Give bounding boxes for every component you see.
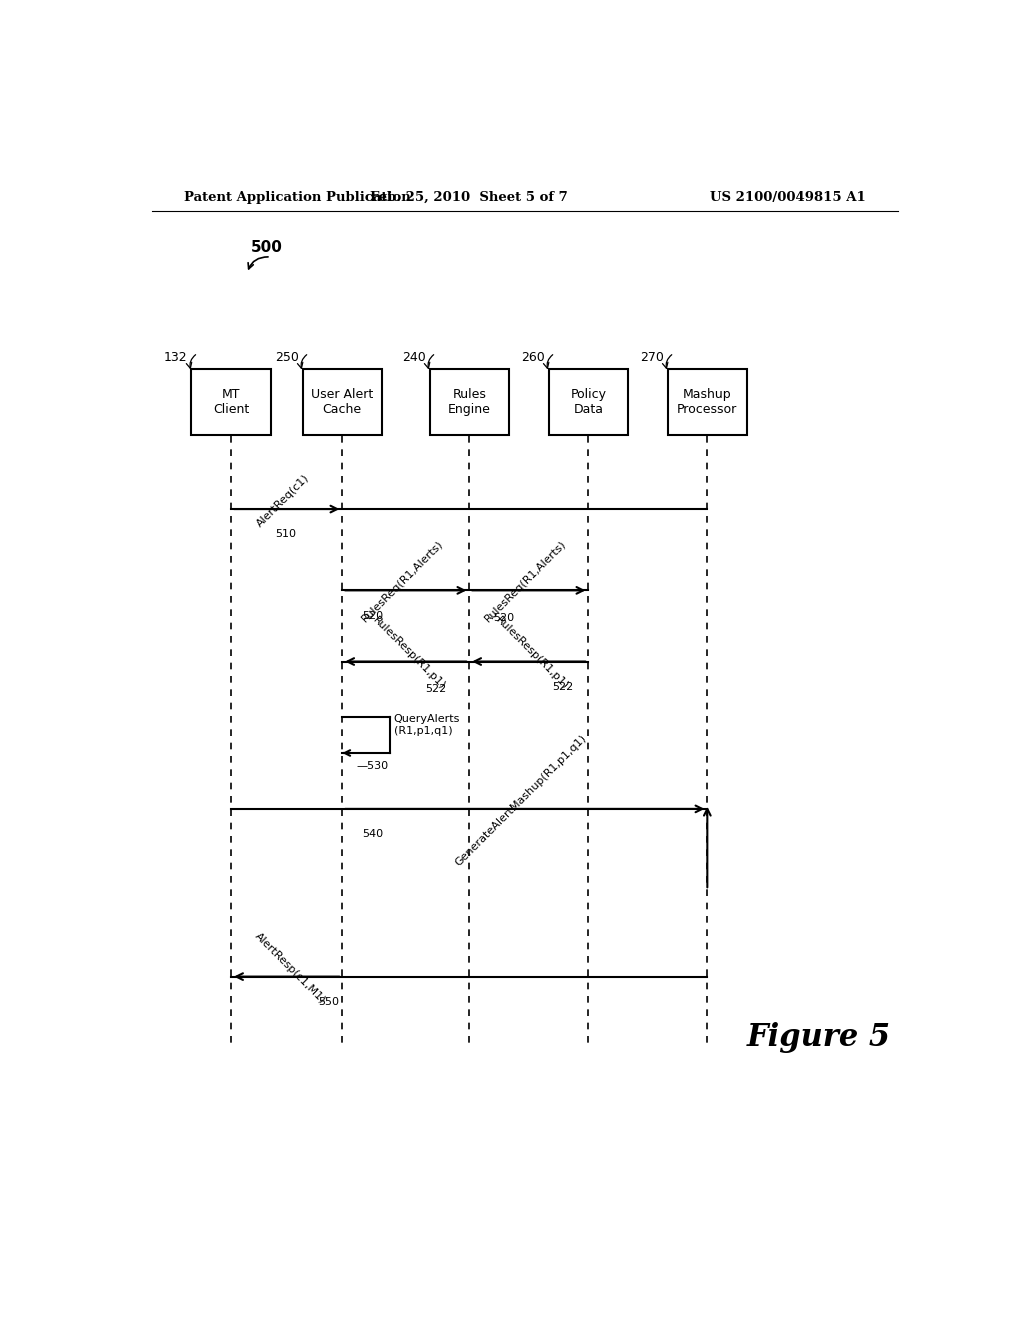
Text: RulesResp(R1,p1): RulesResp(R1,p1) [495,615,570,692]
Text: Patent Application Publication: Patent Application Publication [183,191,411,203]
Text: 522: 522 [426,684,446,694]
Text: Mashup
Processor: Mashup Processor [677,388,737,416]
Text: 540: 540 [362,829,383,840]
Text: Policy
Data: Policy Data [570,388,606,416]
Text: 132: 132 [164,351,187,364]
Text: 550: 550 [318,997,340,1007]
FancyBboxPatch shape [430,370,509,436]
Text: 240: 240 [401,351,426,364]
Text: GenerateAlertMashup(R1,p1,q1): GenerateAlertMashup(R1,p1,q1) [454,733,589,867]
Text: —530: —530 [356,762,388,771]
Text: User Alert
Cache: User Alert Cache [311,388,374,416]
Text: RulesReq(R1,Alerts): RulesReq(R1,Alerts) [359,539,444,624]
Text: 520: 520 [362,611,383,620]
FancyBboxPatch shape [303,370,382,436]
Text: 510: 510 [274,529,296,540]
Text: 520: 520 [494,612,514,623]
Text: MT
Client: MT Client [213,388,249,416]
Text: 522: 522 [553,682,573,692]
Text: 260: 260 [521,351,545,364]
Text: QueryAlerts
(R1,p1,q1): QueryAlerts (R1,p1,q1) [394,714,460,735]
Text: US 2100/0049815 A1: US 2100/0049815 A1 [711,191,866,203]
Text: Figure 5: Figure 5 [748,1022,891,1053]
Text: Feb. 25, 2010  Sheet 5 of 7: Feb. 25, 2010 Sheet 5 of 7 [371,191,568,203]
FancyBboxPatch shape [191,370,270,436]
Text: AlertResp(c1,M1): AlertResp(c1,M1) [253,931,328,1006]
Text: 270: 270 [640,351,664,364]
Text: Rules
Engine: Rules Engine [447,388,490,416]
Text: 250: 250 [274,351,299,364]
FancyBboxPatch shape [668,370,746,436]
Text: 500: 500 [251,240,283,255]
FancyBboxPatch shape [549,370,628,436]
Text: RulesReq(R1,Alerts): RulesReq(R1,Alerts) [482,539,568,624]
Text: AlertReq(c1): AlertReq(c1) [255,473,311,528]
Text: RulesResp(R1,p1): RulesResp(R1,p1) [371,615,447,692]
